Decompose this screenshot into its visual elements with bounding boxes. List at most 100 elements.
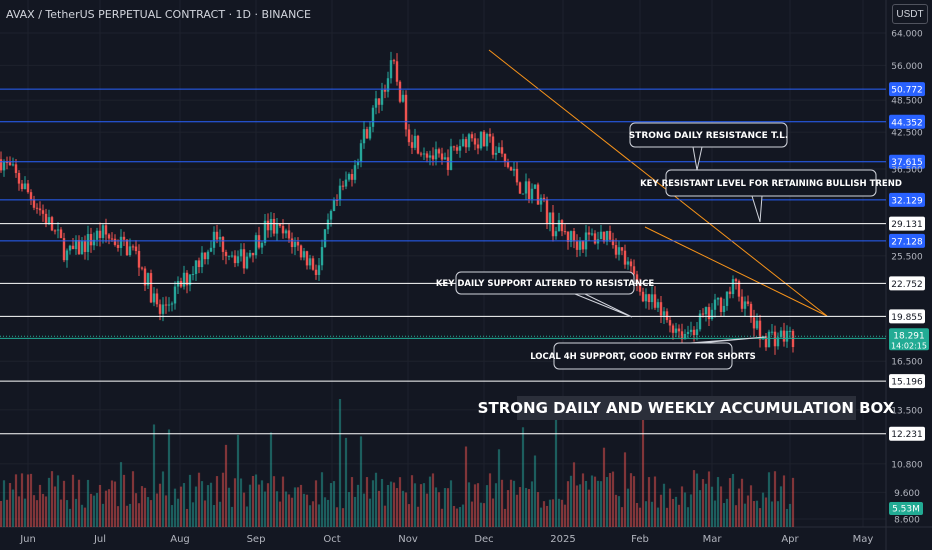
candle-body xyxy=(686,331,690,334)
candle-body xyxy=(86,234,90,252)
level-label-bg-0 xyxy=(889,82,925,97)
candle-body xyxy=(512,168,516,171)
candle-body xyxy=(575,241,579,250)
candle-body xyxy=(767,331,771,348)
currency-button[interactable]: USDT xyxy=(892,4,928,24)
volume-bar xyxy=(176,498,180,527)
volume-bar xyxy=(5,499,9,527)
candle-body xyxy=(230,255,234,257)
volume-bar xyxy=(482,503,486,527)
level-label-bg-1 xyxy=(889,114,925,129)
volume-bar xyxy=(206,485,210,527)
annotation-tail-0 xyxy=(692,146,703,171)
volume-bar xyxy=(767,472,771,527)
candle-body xyxy=(98,230,102,238)
candle-body xyxy=(110,238,114,240)
candle-body xyxy=(92,239,96,246)
candle-body xyxy=(41,210,45,214)
candle-body xyxy=(569,231,573,242)
volume-bar xyxy=(212,505,216,527)
candle-body xyxy=(617,247,621,255)
volume-bar xyxy=(605,477,609,527)
candle-body xyxy=(485,133,489,147)
candle-body xyxy=(332,200,336,212)
volume-bar xyxy=(584,480,588,527)
volume-bar xyxy=(755,500,759,527)
candle-body xyxy=(248,252,252,257)
volume-bar xyxy=(725,498,729,527)
x-tick-label-1: Jul xyxy=(93,534,106,545)
volume-bar xyxy=(374,472,378,527)
candle-body xyxy=(647,294,651,303)
candle-body xyxy=(623,250,627,265)
volume-bar xyxy=(221,472,225,527)
volume-bar xyxy=(641,417,645,527)
candle-body xyxy=(419,153,423,155)
volume-bar xyxy=(215,476,219,527)
candle-body xyxy=(149,273,153,303)
volume-bar xyxy=(20,473,24,527)
volume-bar xyxy=(143,487,147,527)
candle-body xyxy=(518,182,522,194)
volume-bar xyxy=(377,490,381,527)
candle-body xyxy=(26,183,30,193)
candle-body xyxy=(104,225,108,235)
candle-body xyxy=(275,223,279,234)
level-label-bg-2 xyxy=(889,154,925,169)
volume-bar xyxy=(590,475,594,527)
x-tick-label-2: Aug xyxy=(170,534,190,545)
volume-bar xyxy=(26,474,30,527)
volume-bar xyxy=(731,473,735,527)
candle-body xyxy=(644,294,648,302)
candle-body xyxy=(278,223,282,226)
volume-bar xyxy=(770,501,774,527)
volume-bar xyxy=(323,497,327,527)
candle-body xyxy=(200,252,204,268)
candle-body xyxy=(692,329,696,336)
annotation-box-3 xyxy=(553,342,733,370)
volume-bar xyxy=(314,480,318,527)
volume-bar xyxy=(716,477,720,527)
volume-bar xyxy=(674,496,678,527)
candle-body xyxy=(395,61,399,82)
candle-body xyxy=(689,329,693,332)
candle-body xyxy=(209,247,213,252)
candle-body xyxy=(548,212,552,224)
volume-bar xyxy=(512,480,516,527)
volume-bar xyxy=(554,417,558,527)
volume-bar xyxy=(752,501,756,527)
volume-bar xyxy=(548,499,552,527)
volume-bar xyxy=(290,497,294,527)
volume-bar xyxy=(464,446,468,527)
level-label-9: 15.196 xyxy=(891,378,923,388)
candle-body xyxy=(428,155,432,158)
candle-body xyxy=(704,307,708,315)
candle-body xyxy=(197,260,201,268)
annotation-text-4: STRONG DAILY AND WEEKLY ACCUMULATION BOX xyxy=(478,399,895,417)
candle-body xyxy=(455,147,459,151)
candle-body xyxy=(353,165,357,180)
candle-body xyxy=(194,260,198,274)
volume-bar xyxy=(467,482,471,527)
candle-body xyxy=(32,199,36,208)
volume-bar xyxy=(593,476,597,527)
volume-bar xyxy=(461,504,465,527)
volume-bar xyxy=(194,486,198,527)
candle-body xyxy=(377,98,381,105)
candle-body xyxy=(479,131,483,149)
candle-body xyxy=(494,152,498,155)
candle-body xyxy=(281,225,285,234)
candle-body xyxy=(314,269,318,275)
y-tick-label-8: 10.800 xyxy=(891,460,923,470)
candle-body xyxy=(413,135,417,148)
candle-body xyxy=(182,272,186,287)
candle-body xyxy=(506,162,510,168)
candle-body xyxy=(707,307,711,320)
candle-body xyxy=(632,266,636,275)
x-tick-label-9: Mar xyxy=(703,534,723,545)
candle-body xyxy=(107,234,111,239)
volume-bar xyxy=(113,481,117,527)
candle-body xyxy=(659,302,663,316)
volume-bar xyxy=(125,505,129,527)
